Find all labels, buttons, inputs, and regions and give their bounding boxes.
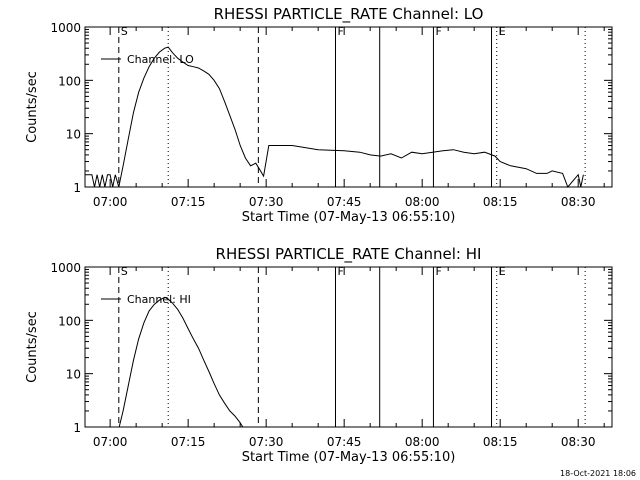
x-tick-label: 08:30: [561, 195, 596, 209]
event-marker-label: S: [121, 265, 128, 278]
chart-title: RHESSI PARTICLE_RATE Channel: LO: [214, 5, 484, 24]
y-tick-label: 10: [66, 368, 81, 382]
x-tick-label: 08:15: [483, 195, 518, 209]
y-tick-label: 100: [58, 314, 81, 328]
event-marker-label: F: [435, 25, 441, 38]
x-tick-label: 08:30: [561, 435, 596, 449]
y-tick-label: 1: [73, 181, 81, 195]
x-tick-label: 07:45: [327, 435, 362, 449]
event-marker-label: F: [337, 265, 343, 278]
x-axis-label: Start Time (07-May-13 06:55:10): [242, 210, 456, 225]
x-tick-label: 08:15: [483, 435, 518, 449]
x-tick-label: 07:15: [171, 195, 206, 209]
plot-frame: [84, 266, 613, 428]
event-marker-label: F: [435, 265, 441, 278]
x-axis-label: Start Time (07-May-13 06:55:10): [242, 450, 456, 465]
chart-panel-lo: RHESSI PARTICLE_RATE Channel: LO S F F E 1 10 1…: [25, 5, 613, 225]
legend-label: Channel: HI: [127, 293, 191, 306]
x-tick-label: 07:30: [249, 195, 284, 209]
y-tick-label: 10: [66, 128, 81, 142]
legend-label: Channel: LO: [127, 53, 194, 66]
x-tick-label: 07:45: [327, 195, 362, 209]
event-marker-label: E: [499, 265, 506, 278]
x-tick-label: 07:00: [93, 195, 128, 209]
x-tick-label: 07:15: [171, 435, 206, 449]
event-marker-label: F: [337, 25, 343, 38]
y-tick-label: 1: [73, 421, 81, 435]
y-tick-label: 1000: [50, 261, 81, 275]
series-line-0: [85, 46, 584, 188]
footer-timestamp: 18-Oct-2021 18:06: [560, 469, 636, 478]
event-marker-label: E: [499, 25, 506, 38]
x-tick-label: 08:00: [405, 195, 440, 209]
series-line-0: [118, 296, 244, 428]
chart-title: RHESSI PARTICLE_RATE Channel: HI: [216, 245, 482, 264]
y-tick-label: 100: [58, 74, 81, 88]
x-tick-label: 07:30: [249, 435, 284, 449]
chart-panel-hi: RHESSI PARTICLE_RATE Channel: HI S F F E 1 10 1…: [25, 245, 613, 465]
y-tick-label: 1000: [50, 21, 81, 35]
event-marker-label: S: [121, 25, 128, 38]
y-axis-label: Counts/sec: [25, 71, 40, 143]
y-axis-label: Counts/sec: [25, 311, 40, 383]
plot-frame: [84, 26, 613, 188]
x-tick-label: 07:00: [93, 435, 128, 449]
x-tick-label: 08:00: [405, 435, 440, 449]
